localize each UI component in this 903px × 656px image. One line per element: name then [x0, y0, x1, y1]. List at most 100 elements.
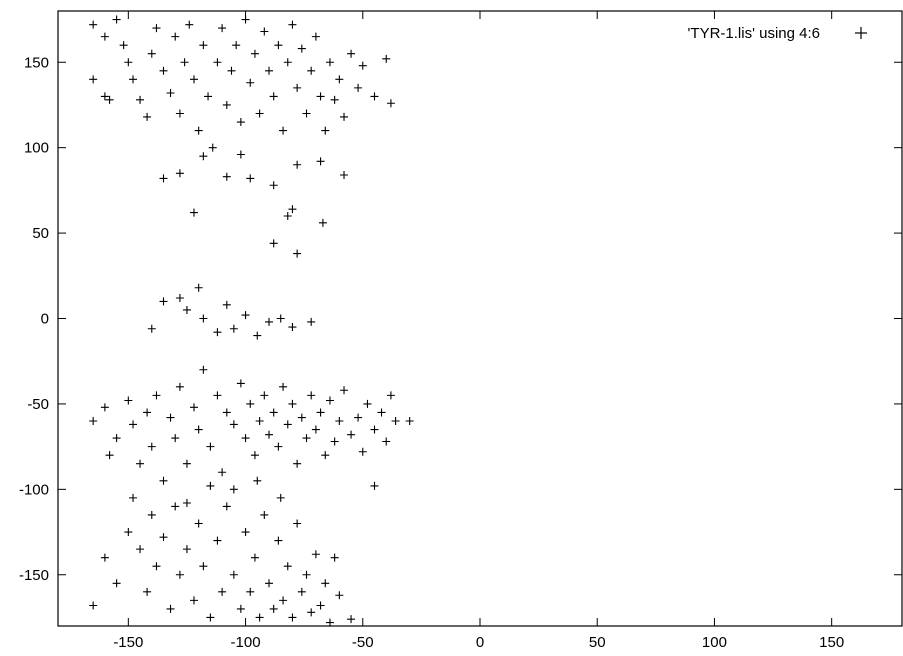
y-axis: -150 -100 -50 0 50 100 150: [19, 54, 902, 584]
data-point: [246, 399, 255, 408]
data-point: [229, 570, 238, 579]
data-point: [255, 613, 264, 622]
data-point: [89, 417, 98, 425]
data-point: [194, 519, 203, 528]
data-point: [241, 434, 250, 443]
data-point: [307, 608, 316, 617]
data-point: [241, 311, 250, 320]
data-point: [269, 181, 278, 190]
data-point: [171, 434, 180, 443]
data-point: [175, 570, 184, 579]
data-point: [194, 126, 203, 135]
data-point: [340, 171, 349, 179]
x-tick-label: 100: [702, 634, 727, 651]
data-point: [166, 413, 175, 422]
data-point: [276, 493, 285, 502]
data-point: [147, 49, 156, 58]
data-point: [316, 601, 325, 610]
data-point: [302, 570, 311, 579]
data-point: [129, 420, 138, 429]
data-point: [255, 109, 264, 118]
data-point: [283, 58, 292, 67]
data-point: [213, 58, 222, 67]
data-point: [236, 150, 245, 159]
data-point: [283, 212, 292, 220]
x-axis: -150 -100 -50 0 50 100 150: [113, 11, 844, 651]
data-point: [166, 89, 175, 97]
data-point: [236, 118, 245, 127]
data-point: [236, 604, 245, 613]
data-point: [283, 420, 292, 429]
data-point: [236, 379, 245, 388]
data-point: [246, 174, 255, 183]
data-point: [391, 417, 400, 425]
data-point: [297, 44, 306, 53]
data-point: [194, 425, 203, 434]
data-point: [297, 413, 306, 422]
data-point: [159, 66, 168, 75]
data-point: [269, 408, 278, 417]
data-point: [166, 604, 175, 613]
data-point: [307, 391, 316, 400]
data-point: [175, 109, 184, 118]
data-point: [199, 41, 208, 50]
data-point: [321, 579, 330, 588]
data-point: [250, 553, 259, 562]
data-point: [382, 437, 391, 446]
data-point: [89, 601, 98, 610]
data-point: [265, 430, 273, 439]
data-point: [386, 391, 395, 400]
data-point: [354, 83, 363, 92]
data-point: [227, 66, 236, 75]
data-point: [330, 95, 339, 104]
y-tick-label: 150: [24, 54, 49, 71]
data-point: [105, 451, 114, 460]
data-point: [159, 533, 168, 542]
data-point: [293, 519, 302, 528]
data-point: [311, 550, 320, 559]
data-point: [136, 459, 145, 468]
data-point: [159, 297, 168, 306]
data-point: [194, 283, 203, 292]
data-point: [297, 587, 306, 596]
data-point: [370, 92, 379, 101]
data-point: [293, 459, 302, 468]
data-point: [279, 382, 288, 391]
data-point: [229, 324, 238, 333]
plot-area: [89, 15, 414, 627]
data-point: [182, 305, 191, 314]
data-point: [213, 536, 222, 545]
data-point: [241, 528, 250, 537]
data-point: [100, 403, 109, 412]
data-point: [129, 493, 138, 502]
data-point: [147, 324, 156, 333]
data-point: [335, 591, 344, 600]
data-point: [386, 99, 395, 108]
data-point: [260, 510, 269, 519]
x-tick-label: -50: [352, 634, 374, 651]
data-point: [199, 365, 208, 374]
data-point: [189, 596, 198, 605]
data-point: [276, 314, 285, 323]
data-point: [199, 152, 208, 161]
data-point: [274, 442, 283, 451]
data-point: [347, 430, 356, 439]
data-point: [363, 399, 372, 408]
data-point: [340, 386, 349, 395]
data-point: [100, 32, 109, 41]
x-tick-label: 50: [589, 634, 606, 651]
data-point: [279, 596, 288, 605]
data-point: [159, 174, 168, 183]
data-point: [340, 112, 349, 121]
data-point: [222, 408, 231, 417]
x-tick-label: 0: [476, 634, 484, 651]
legend-label: 'TYR-1.lis' using 4:6: [688, 25, 820, 42]
data-point: [265, 317, 273, 326]
data-point: [318, 218, 327, 227]
data-point: [307, 317, 316, 326]
data-point: [325, 396, 334, 405]
data-point: [354, 413, 363, 422]
data-point: [204, 92, 213, 101]
data-point: [250, 49, 259, 58]
data-point: [288, 613, 297, 622]
